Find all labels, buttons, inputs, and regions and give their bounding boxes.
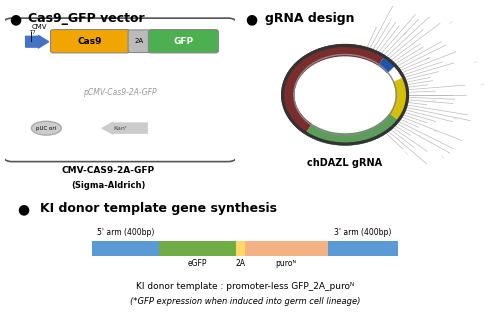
Text: Cas9_GFP vector: Cas9_GFP vector — [28, 12, 145, 25]
Text: ●: ● — [9, 12, 22, 26]
Text: KI donor template gene synthesis: KI donor template gene synthesis — [40, 202, 277, 215]
FancyArrow shape — [25, 35, 49, 48]
Text: GFP: GFP — [173, 37, 194, 46]
Text: ●: ● — [245, 12, 257, 26]
Text: —: — — [404, 149, 409, 155]
Text: puroᴺ: puroᴺ — [276, 259, 297, 268]
Text: 2A: 2A — [135, 38, 144, 44]
Text: gRNA design: gRNA design — [265, 12, 355, 25]
Text: —: — — [431, 96, 436, 100]
Text: CMV-CAS9-2A-GFP: CMV-CAS9-2A-GFP — [62, 165, 155, 175]
FancyArrow shape — [101, 122, 147, 135]
FancyBboxPatch shape — [2, 18, 238, 162]
Text: —: — — [441, 152, 446, 158]
Text: KI donor template : promoter-less GFP_2A_puroᴺ: KI donor template : promoter-less GFP_2A… — [136, 282, 354, 291]
Text: —: — — [480, 81, 485, 86]
Bar — [92, 241, 159, 256]
Bar — [245, 241, 327, 256]
FancyBboxPatch shape — [50, 29, 130, 53]
Text: (Sigma-Aldrich): (Sigma-Aldrich) — [72, 181, 146, 190]
Text: —: — — [389, 16, 394, 22]
Bar — [236, 241, 245, 256]
Text: —: — — [453, 115, 458, 120]
Text: —: — — [402, 30, 408, 36]
Text: Kanʳ: Kanʳ — [113, 126, 127, 131]
Circle shape — [288, 50, 402, 139]
Text: T7: T7 — [29, 30, 36, 35]
Ellipse shape — [31, 121, 61, 135]
Text: —: — — [448, 20, 454, 25]
Text: —: — — [424, 56, 430, 61]
FancyBboxPatch shape — [148, 29, 219, 53]
Text: pUC ori: pUC ori — [36, 126, 56, 131]
Text: ●: ● — [17, 202, 29, 216]
Bar — [159, 241, 236, 256]
Text: —: — — [473, 60, 478, 65]
Text: —: — — [433, 127, 438, 133]
FancyBboxPatch shape — [128, 30, 150, 53]
Bar — [327, 241, 398, 256]
Text: 2A: 2A — [235, 259, 245, 268]
Text: 3' arm (400bp): 3' arm (400bp) — [334, 228, 392, 237]
Text: Cas9: Cas9 — [78, 37, 102, 46]
Text: eGFP: eGFP — [188, 259, 207, 268]
Text: (*GFP expression when induced into germ cell lineage): (*GFP expression when induced into germ … — [130, 297, 360, 306]
Text: 5' arm (400bp): 5' arm (400bp) — [97, 228, 154, 237]
Text: chDAZL gRNA: chDAZL gRNA — [308, 158, 383, 168]
Text: CMV: CMV — [32, 24, 47, 30]
Text: pCMV-Cas9-2A-GFP: pCMV-Cas9-2A-GFP — [83, 88, 157, 97]
